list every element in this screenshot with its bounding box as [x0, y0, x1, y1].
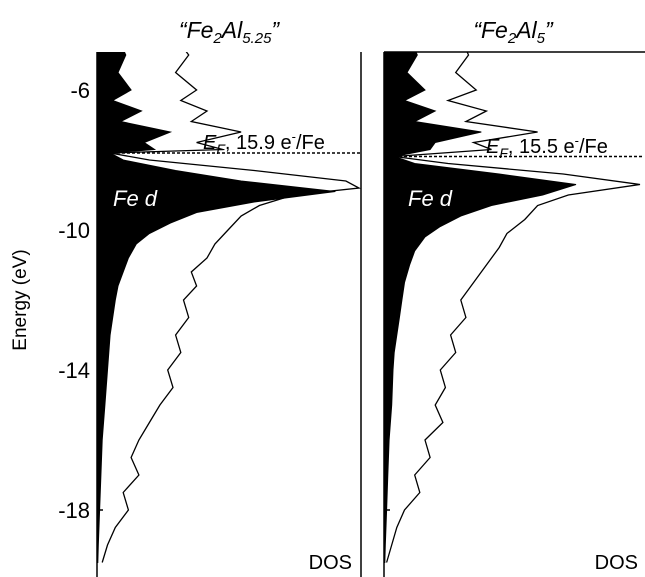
plot-area	[97, 52, 361, 563]
y-axis-label: Energy (eV)	[10, 249, 31, 350]
panel-title: “Fe2Al5.25”	[179, 17, 281, 47]
panel-fe2al5: “Fe2Al5” EF, 15.5 e-/Fe Fe d DOS	[383, 17, 645, 577]
y-tick-label: -10	[58, 218, 90, 243]
plot-area	[384, 52, 642, 563]
x-axis-label: DOS	[309, 552, 352, 574]
x-axis-label: DOS	[595, 552, 638, 574]
fe-d-label: Fe d	[408, 186, 453, 211]
fe-d-label: Fe d	[113, 186, 158, 211]
total-dos-curve	[101, 52, 361, 563]
y-tick-label: -6	[70, 78, 90, 103]
total-dos-curve	[385, 52, 641, 563]
fe-d-dos-fill	[384, 52, 577, 563]
y-tick-label: -14	[58, 358, 90, 383]
y-tick-labels: -6 -10 -14 -18	[58, 78, 90, 523]
fe-d-dos-fill	[97, 52, 336, 563]
panel-title: “Fe2Al5”	[473, 17, 554, 47]
y-ticks	[384, 89, 390, 511]
panel-fe2al525: “Fe2Al5.25” EF, 15.9 e-/Fe Fe d DOS	[96, 17, 362, 577]
y-ticks	[97, 89, 103, 511]
y-tick-label: -18	[58, 498, 90, 523]
fermi-level-label: EF, 15.5 e-/Fe	[486, 133, 608, 161]
fermi-level-label: EF, 15.9 e-/Fe	[203, 129, 325, 157]
